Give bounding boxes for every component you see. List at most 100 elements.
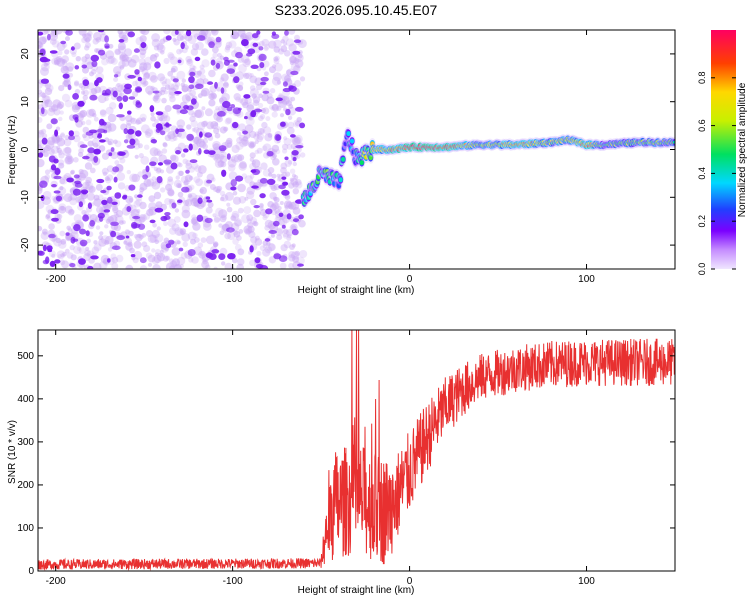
- noise-blob: [92, 38, 99, 45]
- noise-blob: [73, 130, 80, 137]
- noise-blob-strong: [77, 100, 85, 107]
- noise-blob: [155, 167, 162, 174]
- noise-blob: [291, 251, 300, 260]
- noise-blob: [64, 205, 73, 214]
- noise-blob: [283, 41, 288, 46]
- noise-blob-strong: [259, 177, 268, 184]
- noise-blob: [212, 52, 218, 58]
- noise-blob: [293, 175, 299, 180]
- noise-blob: [188, 175, 194, 181]
- noise-blob: [168, 258, 174, 264]
- noise-blob-strong: [140, 42, 147, 49]
- noise-blob-strong: [280, 121, 286, 127]
- noise-blob: [41, 36, 49, 43]
- noise-blob: [117, 84, 125, 93]
- noise-blob: [133, 200, 141, 208]
- noise-blob: [233, 93, 241, 101]
- noise-blob: [121, 54, 129, 62]
- noise-blob: [213, 266, 218, 269]
- noise-blob: [71, 104, 80, 113]
- noise-blob: [228, 40, 237, 49]
- noise-blob: [56, 250, 66, 260]
- noise-blob: [191, 127, 196, 132]
- noise-blob: [243, 206, 252, 215]
- noise-blob-strong: [292, 50, 301, 55]
- noise-blob: [181, 204, 190, 213]
- noise-blob: [294, 80, 302, 87]
- noise-blob: [192, 232, 198, 239]
- noise-blob: [271, 76, 281, 86]
- noise-blob: [153, 166, 159, 172]
- noise-blob-strong: [198, 148, 202, 155]
- noise-blob: [167, 218, 177, 228]
- x-tick-label: -100: [223, 576, 243, 587]
- noise-blob: [196, 70, 202, 76]
- noise-blob: [89, 167, 96, 174]
- noise-blob: [168, 53, 175, 61]
- noise-blob: [45, 60, 50, 66]
- noise-blob: [284, 194, 291, 200]
- noise-blob: [171, 65, 178, 73]
- noise-blob: [107, 113, 117, 123]
- noise-blob: [147, 90, 153, 96]
- noise-blob: [44, 144, 51, 152]
- noise-blob-strong: [110, 147, 115, 152]
- noise-blob-strong: [122, 95, 129, 102]
- noise-blob: [53, 237, 63, 247]
- noise-blob: [253, 209, 261, 218]
- noise-blob: [249, 130, 257, 139]
- noise-blob: [243, 225, 253, 235]
- noise-blob: [273, 46, 281, 53]
- noise-blob-strong: [53, 190, 61, 194]
- noise-blob: [262, 244, 267, 249]
- noise-blob: [147, 71, 157, 81]
- noise-blob-strong: [266, 178, 276, 185]
- noise-blob: [283, 136, 288, 141]
- noise-blob: [214, 215, 221, 223]
- noise-blob-strong: [40, 78, 50, 84]
- noise-blob: [227, 232, 236, 241]
- noise-blob: [284, 205, 289, 210]
- noise-blob-strong: [194, 56, 201, 62]
- noise-blob-strong: [259, 265, 269, 269]
- noise-blob-strong: [281, 176, 287, 180]
- noise-blob-strong: [206, 179, 213, 184]
- noise-blob: [65, 235, 72, 242]
- noise-blob: [143, 80, 149, 86]
- noise-blob: [38, 81, 43, 89]
- noise-blob-strong: [268, 230, 278, 234]
- noise-blob: [113, 211, 118, 217]
- noise-blob: [233, 230, 238, 236]
- noise-blob: [191, 43, 200, 51]
- noise-blob: [127, 133, 134, 140]
- noise-blob-strong: [87, 202, 92, 209]
- noise-blob: [97, 94, 107, 104]
- noise-blob: [181, 153, 186, 158]
- noise-blob: [233, 218, 243, 227]
- noise-blob: [169, 227, 177, 235]
- noise-blob: [212, 186, 219, 192]
- noise-blob: [276, 173, 281, 178]
- noise-blob: [263, 126, 272, 135]
- noise-blob-strong: [205, 196, 211, 200]
- noise-blob-strong: [195, 83, 204, 90]
- noise-blob: [174, 208, 180, 213]
- noise-blob-strong: [87, 147, 95, 154]
- noise-blob: [78, 30, 87, 36]
- noise-blob: [225, 41, 233, 49]
- noise-blob: [96, 205, 104, 214]
- noise-blob: [75, 196, 82, 203]
- noise-blob: [276, 80, 282, 85]
- noise-blob: [61, 59, 68, 65]
- noise-blob: [38, 129, 44, 135]
- noise-blob: [259, 202, 264, 208]
- noise-blob: [99, 206, 107, 215]
- noise-blob: [215, 57, 223, 65]
- noise-blob: [150, 112, 155, 117]
- noise-blob: [279, 262, 287, 269]
- noise-blob-strong: [74, 182, 83, 188]
- noise-blob: [137, 171, 144, 178]
- noise-blob-strong: [177, 199, 183, 203]
- noise-blob-strong: [91, 60, 98, 68]
- noise-blob: [227, 158, 237, 168]
